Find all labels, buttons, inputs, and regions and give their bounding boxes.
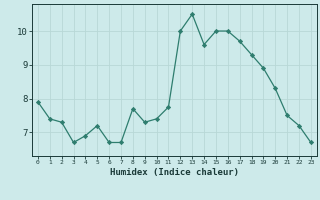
X-axis label: Humidex (Indice chaleur): Humidex (Indice chaleur) bbox=[110, 168, 239, 177]
